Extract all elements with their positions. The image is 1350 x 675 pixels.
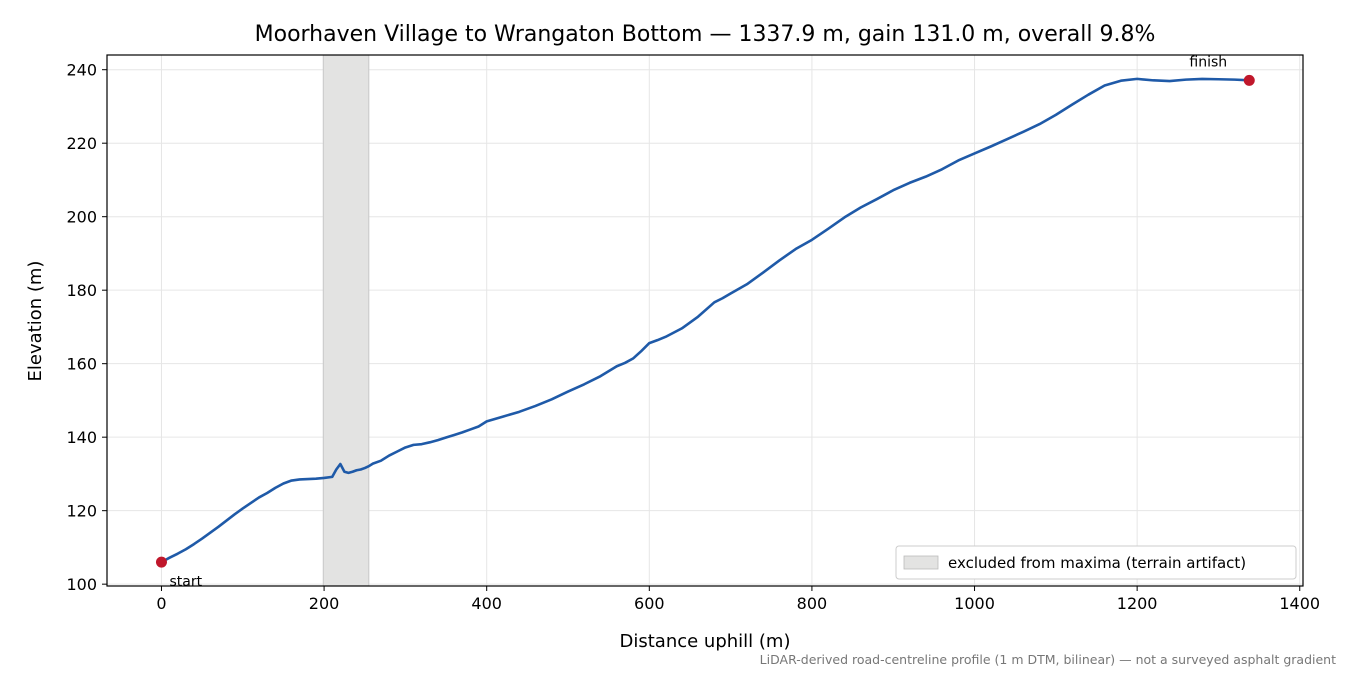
y-tick-label: 160: [66, 355, 97, 374]
footnote: LiDAR-derived road-centreline profile (1…: [760, 652, 1336, 667]
x-tick-label: 1400: [1279, 594, 1320, 613]
legend-swatch: [903, 555, 939, 570]
x-axis-label: Distance uphill (m): [620, 631, 791, 652]
x-tick-label: 0: [156, 594, 166, 613]
y-tick-label: 200: [66, 208, 97, 227]
x-tick-label: 600: [634, 594, 665, 613]
x-tick-label: 200: [309, 594, 340, 613]
grid: [107, 55, 1303, 586]
axes-frame: [106, 54, 1304, 587]
y-tick-label: 140: [66, 428, 97, 447]
legend-box: [895, 545, 1297, 580]
excluded-band: [322, 54, 370, 587]
y-tick-label: 120: [66, 502, 97, 521]
y-tick-label: 100: [66, 575, 97, 594]
start-label: start: [169, 574, 202, 590]
chart-title: Moorhaven Village to Wrangaton Bottom — …: [255, 22, 1156, 47]
x-tick-label: 400: [471, 594, 502, 613]
axis-ticks: 0 200 400 600 800 1000 1200 1400 100 120 140 160 180…: [66, 61, 1320, 613]
x-tick-label: 1000: [954, 594, 995, 613]
start-marker: [155, 556, 167, 568]
x-tick-label: 800: [797, 594, 828, 613]
finish-label: finish: [1189, 54, 1227, 70]
finish-marker: [1243, 74, 1255, 86]
y-tick-label: 220: [66, 134, 97, 153]
legend-label: excluded from maxima (terrain artifact): [948, 554, 1246, 572]
elevation-line: [160, 77, 1251, 564]
y-tick-label: 240: [66, 61, 97, 80]
legend: excluded from maxima (terrain artifact): [895, 545, 1297, 580]
y-axis-label: Elevation (m): [25, 261, 46, 382]
x-tick-label: 1200: [1117, 594, 1158, 613]
y-tick-label: 180: [66, 281, 97, 300]
